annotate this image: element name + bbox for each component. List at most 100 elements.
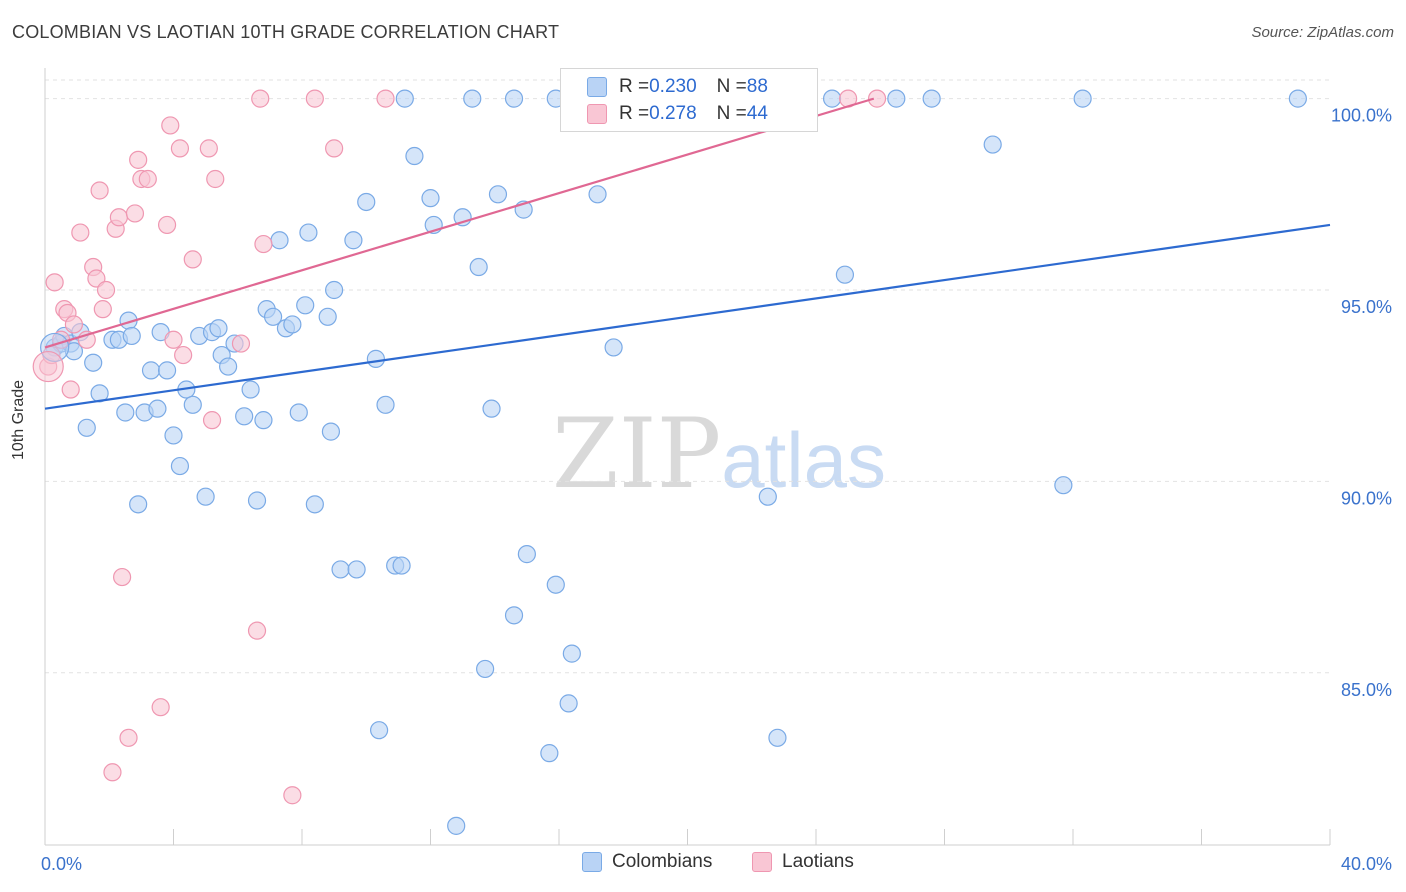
point-laotians [251, 89, 270, 108]
point-laotians [90, 181, 109, 200]
point-colombians [157, 361, 177, 380]
point-colombians [148, 399, 167, 418]
legend-swatch-colombians [587, 77, 607, 97]
trend-layer [44, 97, 1331, 410]
legend-r-value: 0.278 [649, 103, 697, 124]
legend-swatch-laotians [752, 852, 772, 872]
point-colombians [164, 426, 183, 445]
point-colombians [141, 361, 161, 380]
point-laotians [71, 223, 90, 242]
legend-item-laotians[interactable]: Laotians [752, 851, 854, 873]
grid-layer [45, 79, 1330, 674]
legend-item-colombians[interactable]: Colombians [582, 851, 712, 873]
point-laotians [283, 786, 302, 805]
point-colombians [289, 403, 308, 422]
point-colombians [1054, 476, 1073, 495]
point-laotians [109, 208, 128, 227]
point-laotians [64, 315, 84, 334]
point-laotians [202, 411, 222, 430]
point-laotians [129, 150, 148, 169]
points-layer [32, 89, 1307, 835]
point-colombians [283, 315, 302, 334]
point-colombians [122, 326, 141, 346]
point-laotians [61, 380, 80, 399]
point-colombians [219, 357, 238, 376]
point-colombians [447, 816, 466, 835]
y-axis-label: 10th Grade [10, 379, 27, 460]
point-colombians [366, 349, 385, 368]
point-colombians [835, 265, 855, 284]
point-colombians [254, 411, 273, 430]
point-colombians [321, 422, 341, 441]
point-laotians [174, 345, 193, 365]
legend-row-colombians: R = 0.230 N = 88 [561, 74, 768, 100]
point-laotians [867, 89, 887, 108]
stats-legend: R = 0.230 N = 88 R = 0.278 N = 44 [560, 68, 818, 132]
point-laotians [125, 204, 145, 223]
point-laotians [151, 698, 170, 717]
chart-title: COLOMBIAN VS LAOTIAN 10TH GRADE CORRELAT… [12, 22, 560, 42]
axis-layer [44, 68, 1331, 846]
point-colombians [604, 338, 623, 357]
point-laotians [112, 567, 132, 587]
point-laotians [376, 89, 395, 108]
point-colombians [562, 644, 581, 663]
point-colombians [405, 146, 424, 166]
point-laotians [254, 234, 273, 254]
point-colombians [421, 189, 440, 208]
legend-label-colombians: Colombians [612, 851, 713, 872]
point-colombians [325, 280, 344, 300]
point-colombians [983, 135, 1002, 154]
point-colombians [476, 659, 495, 679]
point-colombians [822, 89, 842, 108]
point-colombians [517, 545, 536, 564]
point-colombians [357, 192, 376, 212]
point-laotians-cluster [32, 350, 64, 383]
point-colombians [768, 728, 787, 747]
legend-n-value: 44 [746, 103, 768, 124]
point-colombians [504, 606, 524, 625]
point-colombians [376, 395, 395, 414]
point-laotians [183, 250, 202, 269]
series-legend: Colombians Laotians [0, 851, 1406, 877]
point-colombians [392, 556, 411, 575]
point-colombians [546, 575, 565, 594]
trendline-colombians [44, 223, 1331, 410]
y-tick-label: 85.0% [1341, 680, 1392, 700]
trendline-laotians [44, 97, 875, 349]
point-laotians [325, 139, 344, 158]
point-laotians [138, 169, 157, 189]
point-colombians [170, 456, 190, 476]
point-laotians [170, 139, 190, 158]
point-laotians [157, 215, 177, 235]
y-tick-label: 95.0% [1341, 297, 1392, 317]
point-colombians [263, 307, 283, 326]
point-colombians [344, 231, 363, 250]
y-tick-label: 100.0% [1331, 106, 1392, 126]
point-laotians [247, 621, 267, 640]
point-colombians [129, 495, 148, 514]
point-colombians [296, 296, 315, 315]
point-colombians [84, 353, 103, 372]
point-colombians [116, 403, 135, 422]
point-laotians [96, 280, 116, 300]
watermark: ZIPatlas [552, 398, 886, 510]
point-colombians [305, 495, 324, 514]
point-laotians [199, 139, 218, 158]
point-colombians [196, 487, 215, 506]
x-tick-label: 0.0% [41, 854, 82, 874]
point-colombians [183, 395, 202, 414]
point-laotians [93, 300, 112, 319]
point-colombians [488, 185, 508, 204]
x-tick-label: 40.0% [1341, 854, 1392, 874]
legend-r-label: R = [619, 103, 650, 124]
point-laotians [206, 169, 225, 189]
legend-swatch-laotians [587, 104, 607, 124]
point-colombians [1073, 89, 1092, 108]
point-laotians [231, 334, 251, 353]
point-colombians [318, 307, 337, 326]
point-laotians [164, 330, 183, 349]
legend-r-label: R = [619, 76, 650, 97]
legend-r-value: 0.230 [649, 76, 697, 97]
